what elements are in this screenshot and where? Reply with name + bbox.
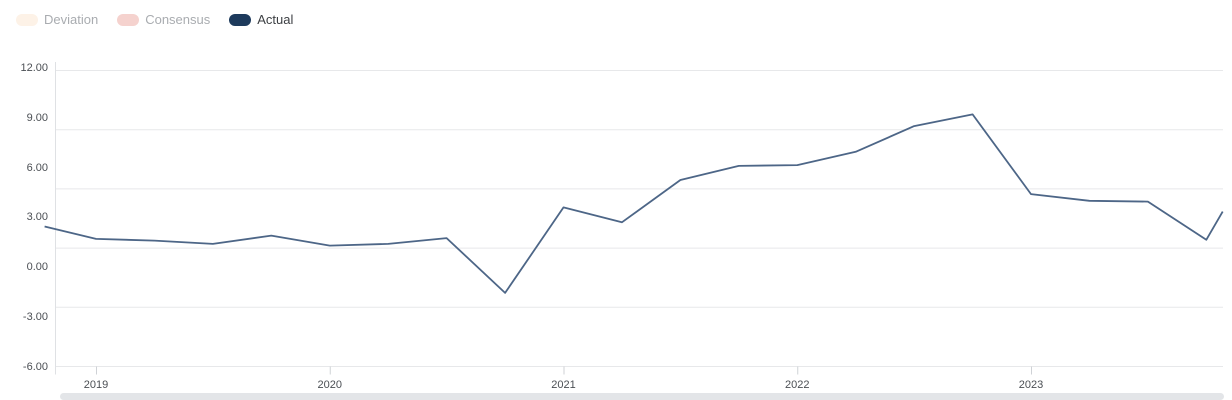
y-axis-label: 12.00	[20, 62, 48, 74]
x-axis-label: 2021	[551, 379, 576, 391]
consensus-swatch-icon	[117, 13, 140, 26]
series-line-actual	[44, 113, 1224, 294]
y-axis-label: 0.00	[26, 261, 48, 274]
deviation-swatch-icon	[16, 13, 38, 26]
legend-label-actual: Actual	[257, 12, 294, 27]
y-axis-label: -6.00	[22, 360, 48, 373]
legend-label-deviation: Deviation	[44, 12, 99, 27]
chart-scrollbar[interactable]	[60, 393, 1224, 400]
y-axis-label: 3.00	[26, 211, 48, 224]
legend-item-consensus[interactable]: Consensus	[117, 13, 210, 26]
y-axis-label: 6.00	[26, 161, 48, 174]
legend-item-actual[interactable]: Actual	[229, 13, 293, 26]
x-axis-label: 2022	[785, 379, 810, 391]
y-axis-label: 9.00	[26, 111, 48, 124]
x-axis-label: 2023	[1018, 379, 1044, 391]
x-axis-label: 2019	[83, 379, 109, 391]
chart-legend: Deviation Consensus Actual	[16, 13, 293, 26]
actual-swatch-icon	[229, 13, 252, 26]
x-axis-label: 2020	[317, 379, 342, 391]
legend-label-consensus: Consensus	[145, 12, 211, 27]
y-axis-label: -3.00	[22, 311, 48, 324]
legend-item-deviation[interactable]: Deviation	[16, 13, 98, 26]
